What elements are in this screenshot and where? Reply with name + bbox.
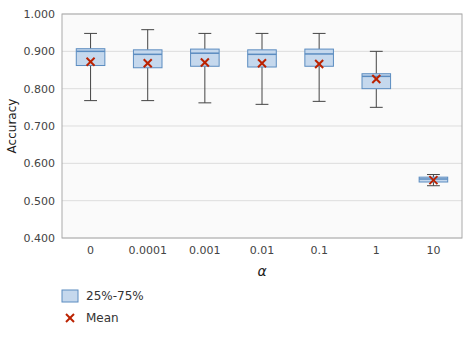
median-line (76, 51, 105, 53)
box-group (362, 51, 391, 107)
whisker-cap-high (198, 33, 211, 34)
whisker-cap-high (256, 33, 269, 34)
x-tick-label: 0.0001 (128, 244, 167, 257)
mean-marker (429, 176, 437, 184)
whisker-cap-low (198, 102, 211, 103)
whisker-cap-high (84, 33, 97, 34)
whisker-cap-high (370, 51, 383, 52)
mean-marker-stroke (315, 60, 323, 68)
legend-label: 25%-75% (86, 289, 144, 303)
x-tick-label: 0.001 (189, 244, 221, 257)
whisker-low (147, 68, 148, 101)
mean-marker (315, 60, 323, 68)
plot-frame (62, 14, 462, 238)
mean-marker-stroke (372, 75, 380, 83)
y-tick-label: 0.600 (24, 157, 56, 170)
box-group (191, 33, 220, 102)
whisker-cap-high (141, 29, 154, 30)
whisker-cap-low (427, 185, 440, 186)
marks (76, 30, 447, 186)
whisker-low (204, 66, 205, 103)
whisker-high (147, 30, 148, 50)
mean-marker-stroke (87, 58, 95, 66)
whisker-low (262, 67, 263, 104)
whisker-high (204, 33, 205, 49)
grid-line (62, 163, 462, 164)
mean-marker-stroke (87, 58, 95, 66)
box (76, 49, 105, 66)
box-group (76, 33, 105, 100)
box-group (419, 175, 448, 186)
median-line (362, 76, 391, 78)
mean-marker (144, 59, 152, 67)
box-group (248, 33, 277, 104)
whisker-high (90, 33, 91, 48)
whisker-cap-low (141, 100, 154, 101)
median-line (305, 53, 334, 55)
box (191, 49, 220, 66)
x-tick-label: 1 (373, 244, 380, 257)
whisker-cap-low (313, 101, 326, 102)
whisker-high (376, 51, 377, 73)
whisker-low (319, 66, 320, 101)
legend-swatch (66, 314, 74, 322)
y-tick-label: 0.700 (24, 120, 56, 133)
box-group (305, 33, 334, 101)
x-tick-label: 0.1 (310, 244, 328, 257)
mean-marker (87, 58, 95, 66)
mean-marker (201, 59, 209, 67)
legend-swatch (66, 314, 74, 322)
median-line (133, 54, 162, 56)
legend-swatch (62, 290, 78, 302)
mean-marker-stroke (429, 176, 437, 184)
whisker-cap-low (256, 104, 269, 105)
mean-marker-stroke (144, 59, 152, 67)
y-tick-label: 0.500 (24, 195, 56, 208)
plot-area (62, 14, 462, 238)
box (248, 50, 277, 67)
x-axis-label: α (257, 263, 267, 279)
whisker-cap-low (370, 107, 383, 108)
x-tick-label: 10 (426, 244, 440, 257)
legend-label: Mean (86, 311, 119, 325)
mean-marker-stroke (258, 59, 266, 67)
grid (62, 14, 462, 238)
whisker-low (433, 182, 434, 186)
whisker-low (376, 89, 377, 108)
mean-marker-stroke (258, 59, 266, 67)
y-tick-label: 0.400 (24, 232, 56, 245)
x-tick-label: 0.01 (250, 244, 275, 257)
whisker-cap-high (427, 174, 440, 175)
box-group (133, 30, 162, 101)
median-line (248, 54, 277, 56)
whisker-cap-low (84, 100, 97, 101)
mean-marker-stroke (429, 176, 437, 184)
x-tick-label: 0 (87, 244, 94, 257)
y-tick-label: 0.800 (24, 83, 56, 96)
mean-marker (258, 59, 266, 67)
whisker-low (90, 66, 91, 101)
median-line (191, 52, 220, 54)
mean-marker-stroke (201, 59, 209, 67)
whisker-high (319, 33, 320, 49)
mean-marker-stroke (372, 75, 380, 83)
grid-line (62, 126, 462, 127)
y-tick-label: 0.900 (24, 45, 56, 58)
mean-marker-stroke (201, 59, 209, 67)
y-axis-label: Accuracy (5, 99, 19, 154)
grid-line (62, 200, 462, 201)
whisker-high (262, 33, 263, 49)
whisker-cap-high (313, 33, 326, 34)
y-tick-label: 1.000 (24, 8, 56, 21)
mean-marker-stroke (315, 60, 323, 68)
legend: 25%-75% Mean (62, 289, 144, 325)
chart: 0.400 0.500 0.600 0.700 0.800 0.900 1.000 0 0.00… (0, 0, 474, 360)
mean-marker (372, 75, 380, 83)
mean-marker-stroke (144, 59, 152, 67)
box (362, 74, 391, 89)
box (133, 50, 162, 68)
